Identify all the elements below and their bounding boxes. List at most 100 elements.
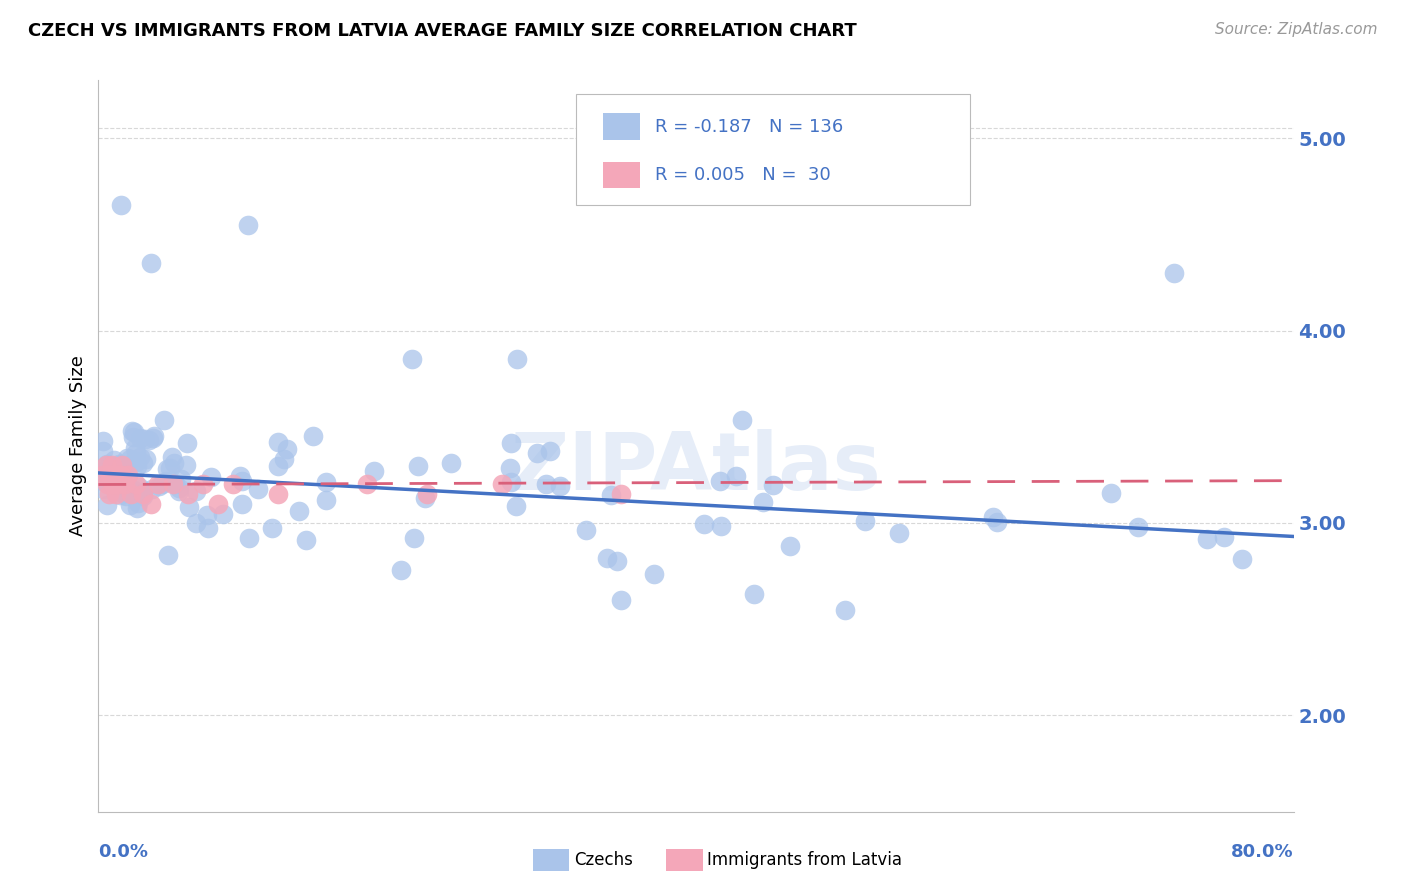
Point [170,472,193,486]
Point [229,468,252,483]
Point [440,456,463,470]
Point [302,429,325,443]
Point [207,497,229,511]
Point [129,430,152,444]
Point [120,451,142,466]
Point [315,493,337,508]
Point [692,516,714,531]
Point [103,477,125,491]
Point [124,483,146,497]
Point [115,451,138,466]
Point [165,477,187,491]
Point [575,524,598,538]
Point [236,218,259,232]
Point [122,430,145,444]
Point [114,479,136,493]
Point [534,476,557,491]
Point [91,471,114,485]
Point [506,352,529,367]
Point [91,474,114,488]
Point [127,496,149,510]
Point [834,602,856,616]
Y-axis label: Average Family Size: Average Family Size [69,356,87,536]
Point [200,469,222,483]
Point [97,487,120,501]
Point [177,500,200,515]
Point [643,566,665,581]
Point [110,484,132,499]
Point [128,480,150,494]
Point [148,477,170,491]
Point [156,462,179,476]
Point [389,563,412,577]
Point [101,458,124,473]
Point [742,587,765,601]
Point [131,490,153,504]
Point [600,488,623,502]
Point [131,485,153,500]
Point [132,487,155,501]
Point [141,482,163,496]
Point [498,460,520,475]
Point [103,453,125,467]
Point [91,463,114,477]
Point [526,446,548,460]
Point [142,431,165,445]
Point [247,482,270,496]
Point [105,458,128,473]
Text: Czechs: Czechs [574,851,633,869]
Point [267,434,290,449]
Point [406,459,429,474]
Text: 80.0%: 80.0% [1230,843,1294,861]
Point [108,488,131,502]
Point [110,482,132,496]
Point [184,484,207,499]
Point [287,503,309,517]
Point [162,450,184,465]
Point [273,451,295,466]
Point [115,459,138,474]
Point [222,477,245,491]
Point [111,458,134,473]
Point [709,474,731,488]
Point [96,498,118,512]
Point [986,515,1008,529]
Point [761,478,783,492]
Point [177,487,200,501]
Point [1126,520,1149,534]
Text: R = -0.187   N = 136: R = -0.187 N = 136 [655,118,844,136]
Point [260,521,283,535]
Text: ZIPAtlas: ZIPAtlas [510,429,882,507]
Point [110,198,132,212]
Point [266,458,288,473]
Point [1230,552,1253,566]
Point [110,476,132,491]
Point [124,425,146,439]
Point [91,434,114,448]
Point [155,475,177,489]
Point [107,457,129,471]
Point [125,501,148,516]
Point [267,487,290,501]
Point [596,550,619,565]
Point [98,466,121,480]
Point [96,468,118,483]
Point [294,533,316,547]
Point [115,489,138,503]
Point [238,531,260,545]
Point [1213,530,1236,544]
Text: Source: ZipAtlas.com: Source: ZipAtlas.com [1215,22,1378,37]
Point [96,457,118,471]
Point [195,508,218,522]
Point [114,477,136,491]
Point [125,477,148,491]
Point [120,483,142,498]
Point [93,468,115,483]
Point [159,460,181,475]
Point [127,458,149,473]
Point [191,477,214,491]
Point [103,461,125,475]
Point [135,451,157,466]
Point [731,412,754,426]
Point [752,495,775,509]
